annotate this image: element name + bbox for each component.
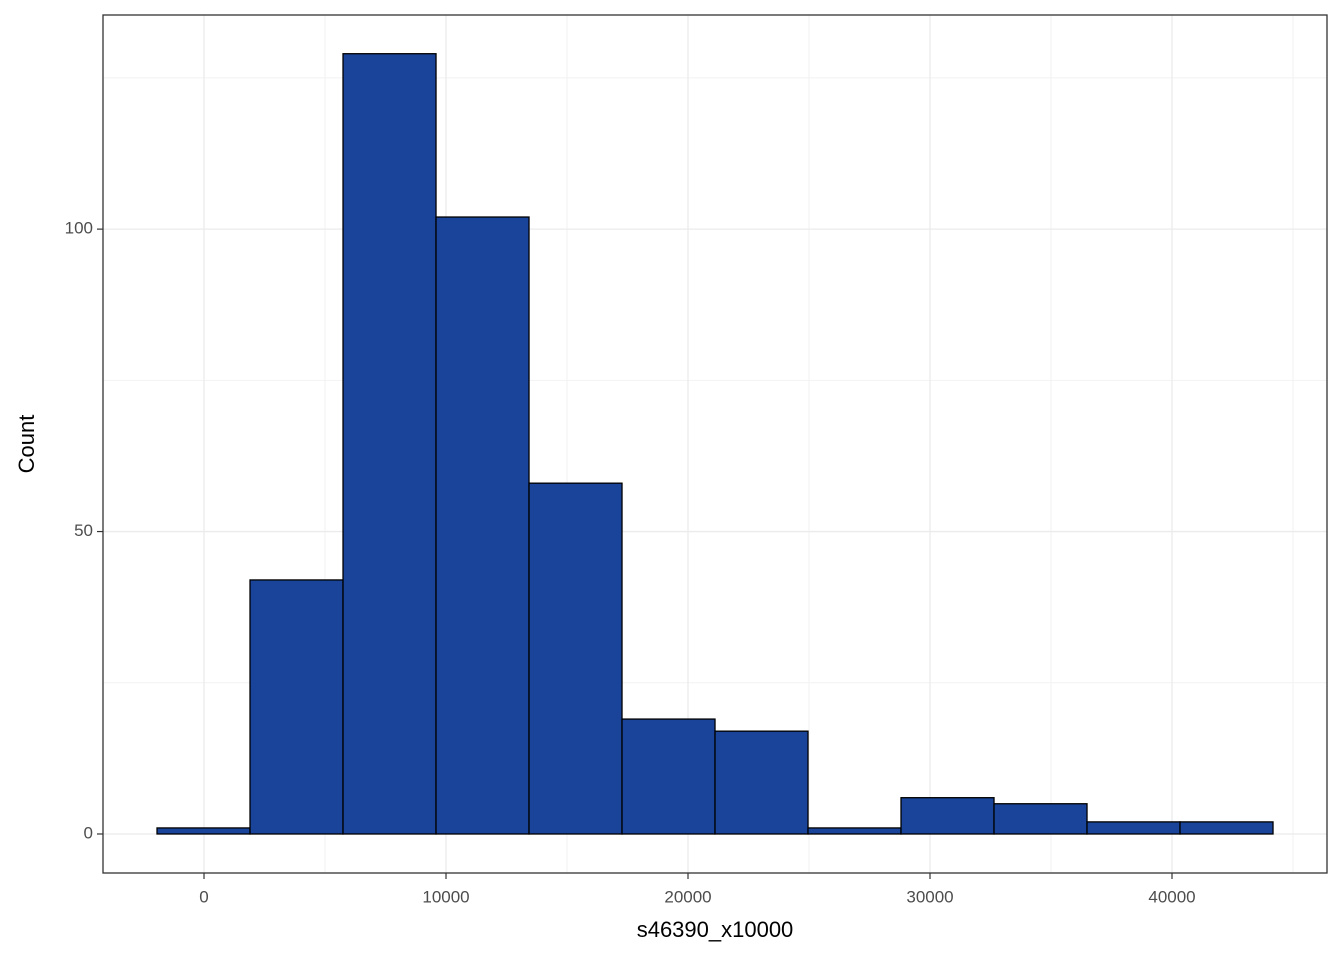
bar xyxy=(807,827,902,835)
panel-border xyxy=(102,14,1328,874)
y-tick-label: 50 xyxy=(74,521,93,540)
bar xyxy=(528,482,623,835)
x-tick-label: 30000 xyxy=(906,887,953,906)
x-tick-label: 0 xyxy=(199,887,208,906)
bars xyxy=(156,53,1274,835)
x-tick-label: 10000 xyxy=(422,887,469,906)
x-tick-label: 40000 xyxy=(1148,887,1195,906)
bar xyxy=(993,803,1088,835)
x-axis-title: s46390_x10000 xyxy=(637,917,794,942)
bar xyxy=(249,579,344,835)
axes: 0 10000 20000 30000 40000 0 50 100 xyxy=(65,14,1328,906)
y-tick-label: 0 xyxy=(84,823,93,842)
bar xyxy=(621,718,716,835)
bar xyxy=(1179,821,1274,835)
bar xyxy=(156,827,251,835)
x-tick-label: 20000 xyxy=(664,887,711,906)
bar xyxy=(714,730,809,835)
bar xyxy=(900,797,995,835)
y-tick-label: 100 xyxy=(65,219,93,238)
bar xyxy=(342,53,437,835)
bar xyxy=(1086,821,1181,835)
y-axis-title: Count xyxy=(14,415,39,474)
bar xyxy=(435,216,530,835)
